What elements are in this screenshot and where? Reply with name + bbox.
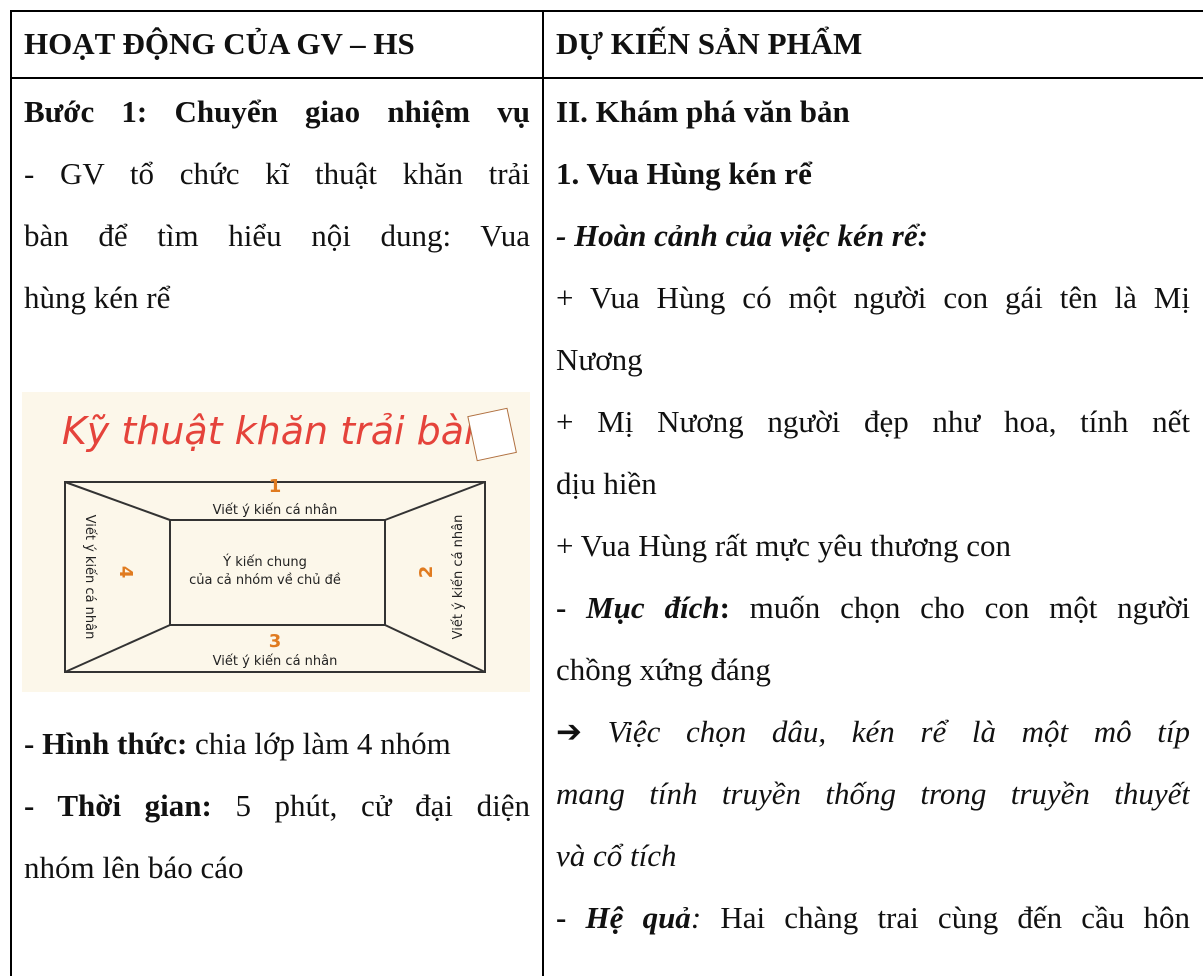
text-line: 1. Vua Hùng kén rể <box>556 143 1190 205</box>
text-line: chồng xứng đáng <box>556 639 1190 701</box>
text: Việc chọn dâu, kén rể là một mô típ <box>607 714 1190 749</box>
text: - Hình thức: <box>24 726 188 761</box>
label: Viết ý kiến cá nhân <box>451 515 466 640</box>
text: + Vua Hùng có một người con gái tên là M… <box>556 280 1190 315</box>
text: Hai chàng trai cùng đến cầu hôn <box>701 900 1190 935</box>
text: mang tính truyền thống trong truyền thuy… <box>556 776 1190 811</box>
text-line: bàn để tìm hiểu nội dung: Vua <box>24 205 530 267</box>
text-line: ➔ Việc chọn dâu, kén rể là một mô típ <box>556 701 1190 763</box>
text-line: mang tính truyền thống trong truyền thuy… <box>556 763 1190 825</box>
label: của cả nhóm về chủ đề <box>189 573 341 588</box>
text-line: - Hình thức: chia lớp làm 4 nhóm <box>24 713 451 775</box>
text: Nương <box>556 342 643 377</box>
text: ➔ <box>556 714 608 749</box>
text: : <box>719 590 730 625</box>
text: và cổ tích <box>556 838 677 873</box>
text: chia lớp làm 4 nhóm <box>187 726 451 761</box>
text: Hệ quả <box>585 900 691 935</box>
text-line: + Vua Hùng có một người con gái tên là M… <box>556 267 1190 329</box>
text: II. Khám phá văn bản <box>556 94 850 129</box>
number: 3 <box>269 631 282 652</box>
text: - Hoàn cảnh của việc kén rể: <box>556 218 928 253</box>
border <box>542 10 544 976</box>
text-line: - Hệ quả: Hai chàng trai cùng đến cầu hô… <box>556 887 1190 949</box>
illustration: Kỹ thuật khăn trải bàn 1 Viết ý kiến cá … <box>22 392 530 692</box>
text: hùng kén rể <box>24 280 171 315</box>
text-line: nhóm lên báo cáo <box>24 837 244 899</box>
label: Viết ý kiến cá nhân <box>82 515 97 640</box>
border <box>10 10 1203 12</box>
text-line: + Vua Hùng rất mực yêu thương con <box>556 515 1190 577</box>
text: bàn để tìm hiểu nội dung: Vua <box>24 218 530 253</box>
number: 1 <box>269 476 282 497</box>
text: - <box>556 590 587 625</box>
text-line: hùng kén rể <box>24 267 170 329</box>
image-bg <box>22 392 530 692</box>
text: + Mị Nương người đẹp như hoa, tính nết <box>556 404 1190 439</box>
number: 4 <box>115 566 136 579</box>
text: muốn chọn cho con một người <box>729 590 1190 625</box>
note-icon <box>467 407 517 462</box>
label: Viết ý kiến cá nhân <box>213 654 338 669</box>
text-line: và cổ tích <box>556 825 1190 887</box>
text-line: - Thời gian: 5 phút, cử đại diện <box>24 775 530 837</box>
text: Bước 1: Chuyển giao nhiệm vụ <box>24 94 530 129</box>
text: : <box>690 900 702 935</box>
border <box>10 10 12 976</box>
border <box>10 77 1203 79</box>
text-line: - GV tổ chức kĩ thuật khăn trải <box>24 143 530 205</box>
number: 2 <box>416 566 437 579</box>
text: chồng xứng đáng <box>556 652 771 687</box>
label: Viết ý kiến cá nhân <box>213 503 338 518</box>
text: 1. Vua Hùng kén rể <box>556 156 812 191</box>
text-line: Nương <box>556 329 1190 391</box>
text-line: dịu hiền <box>556 453 1190 515</box>
text: - GV tổ chức kĩ thuật khăn trải <box>24 156 530 191</box>
header-cell: HOẠT ĐỘNG CỦA GV – HS <box>24 26 415 61</box>
table-diagram <box>64 481 486 673</box>
text: Mục đích <box>586 590 720 625</box>
text-line: Bước 1: Chuyển giao nhiệm vụ <box>24 81 530 143</box>
text: + Vua Hùng rất mực yêu thương con <box>556 528 1012 563</box>
label: Ý kiến chung <box>222 554 307 570</box>
text: nhóm lên báo cáo <box>24 850 244 885</box>
text-line: - Mục đích: muốn chọn cho con một người <box>556 577 1190 639</box>
text: - <box>556 900 586 935</box>
text-line: II. Khám phá văn bản <box>556 81 1190 143</box>
text: dịu hiền <box>556 466 657 501</box>
text: - Thời gian: <box>24 788 212 823</box>
text-line: + Mị Nương người đẹp như hoa, tính nết <box>556 391 1190 453</box>
header-cell: DỰ KIẾN SẢN PHẨM <box>556 26 863 61</box>
text-line: - Hoàn cảnh của việc kén rể: <box>556 205 1190 267</box>
text: 5 phút, cử đại diện <box>211 788 530 823</box>
image-title: Kỹ thuật khăn trải bàn <box>62 409 488 453</box>
